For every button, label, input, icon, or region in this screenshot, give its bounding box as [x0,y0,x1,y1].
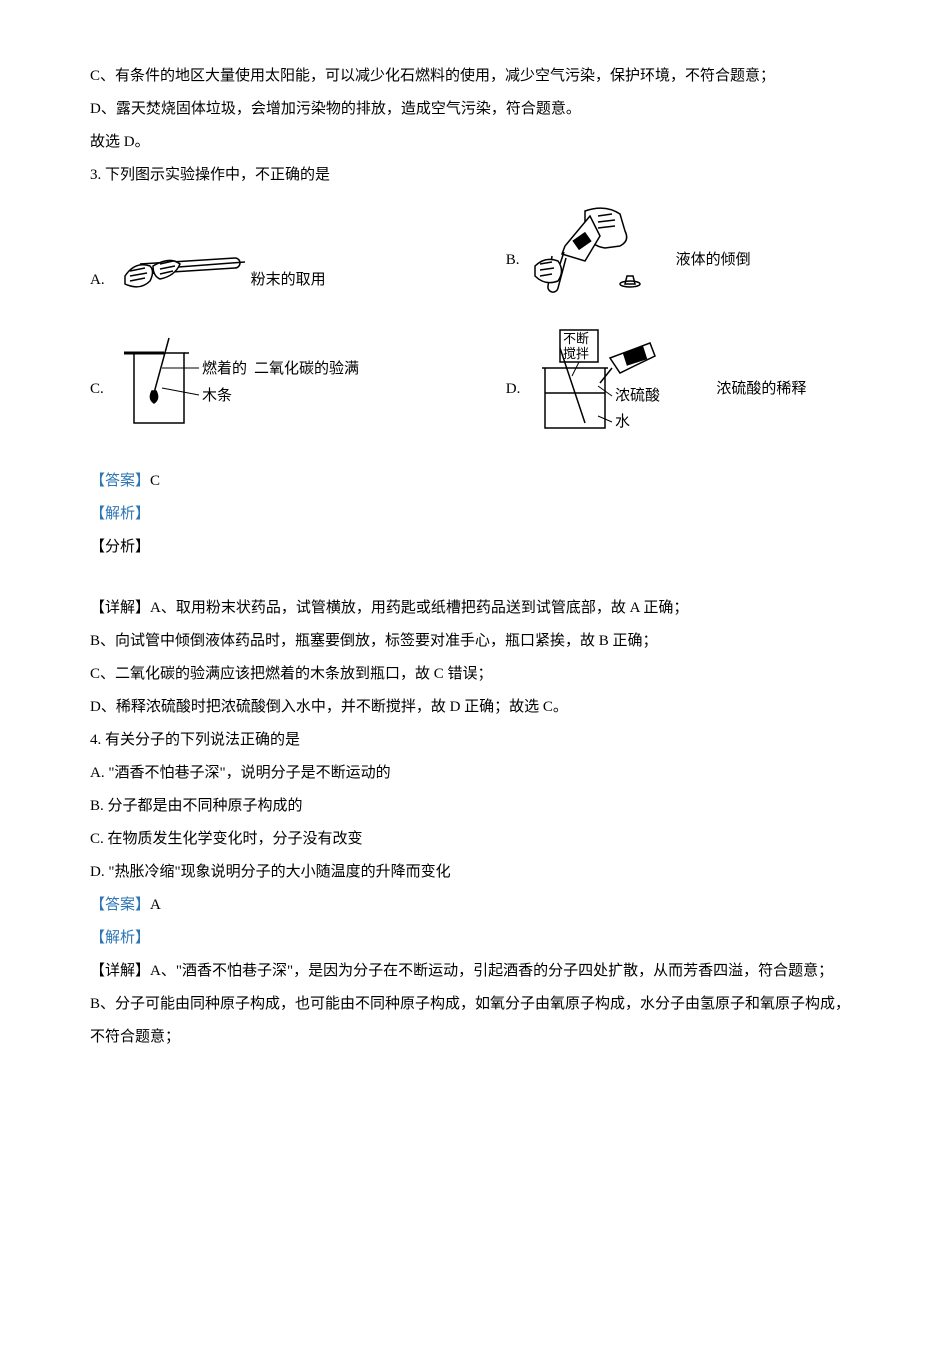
detail-label: 【详解】 [90,963,150,979]
q3-option-a: A. [90,246,506,314]
figure-b-icon [530,206,670,314]
svg-text:燃着的: 燃着的 [202,359,247,377]
svg-text:二氧化碳的验满: 二氧化碳的验满 [254,360,359,377]
q4-detail-a-text: A、"酒香不怕巷子深"，是因为分子在不断运动，引起酒香的分子四处扩散，从而芳香四… [150,963,833,979]
q3-option-d: D. [506,328,860,451]
q4-opt-b: B. 分子都是由不同种原子构成的 [90,790,860,823]
q4-opt-c: C. 在物质发生化学变化时，分子没有改变 [90,823,860,856]
option-letter-d: D. [506,373,521,406]
option-letter-b: B. [506,244,520,277]
q3-analysis-label: 【解析】 [90,498,860,531]
q3-section-label: 【分析】 [90,531,860,564]
q3-row2: C. [90,328,860,451]
q4-answer-value: A [150,897,161,913]
q3-detail-d: D、稀释浓硫酸时把浓硫酸倒入水中，并不断搅拌，故 D 正确；故选 C。 [90,691,860,724]
svg-text:水: 水 [615,413,630,430]
figure-b-caption: 液体的倾倒 [676,244,751,277]
figure-d-icon: 不断 搅拌 浓硫酸 水 [530,328,710,451]
q4-answer: 【答案】A [90,889,860,922]
q3-detail-c: C、二氧化碳的验满应该把燃着的木条放到瓶口，故 C 错误； [90,658,860,691]
svg-text:搅拌: 搅拌 [563,346,589,361]
q4-stem: 4. 有关分子的下列说法正确的是 [90,724,860,757]
q4-detail-a: 【详解】A、"酒香不怕巷子深"，是因为分子在不断运动，引起酒香的分子四处扩散，从… [90,955,860,988]
q3-option-b: B. [506,206,860,314]
q3-detail-a: 【详解】A、取用粉末状药品，试管横放，用药匙或纸槽把药品送到试管底部，故 A 正… [90,592,860,625]
svg-text:木条: 木条 [202,387,232,404]
svg-text:浓硫酸: 浓硫酸 [615,387,660,404]
figure-c-icon: 燃着的 二氧化碳的验满 木条 [114,333,414,446]
figure-d-caption: 浓硫酸的稀释 [716,373,806,406]
q3-option-c: C. [90,333,506,446]
figure-a-icon [115,246,245,314]
analysis-label: 【解析】 [90,930,150,946]
q2-opt-d: D、露天焚烧固体垃圾，会增加污染物的排放，造成空气污染，符合题意。 [90,93,860,126]
q3-answer: 【答案】C [90,465,860,498]
q3-detail-a-text: A、取用粉末状药品，试管横放，用药匙或纸槽把药品送到试管底部，故 A 正确； [150,600,688,616]
q3-stem: 3. 下列图示实验操作中，不正确的是 [90,159,860,192]
detail-label: 【详解】 [90,600,150,616]
analysis-label: 【解析】 [90,506,150,522]
option-letter-c: C. [90,373,104,406]
q3-answer-value: C [150,473,160,489]
q2-opt-c: C、有条件的地区大量使用太阳能，可以减少化石燃料的使用，减少空气污染，保护环境，… [90,60,860,93]
page: C、有条件的地区大量使用太阳能，可以减少化石燃料的使用，减少空气污染，保护环境，… [0,0,950,1114]
q3-detail-b: B、向试管中倾倒液体药品时，瓶塞要倒放，标签要对准手心，瓶口紧挨，故 B 正确； [90,625,860,658]
q2-conclusion: 故选 D。 [90,126,860,159]
q4-detail-b: B、分子可能由同种原子构成，也可能由不同种原子构成，如氧分子由氧原子构成，水分子… [90,988,860,1054]
figure-a-caption: 粉末的取用 [251,264,326,297]
answer-label: 【答案】 [90,473,150,489]
q4-analysis-label: 【解析】 [90,922,860,955]
answer-label: 【答案】 [90,897,150,913]
svg-text:不断: 不断 [563,331,589,346]
q4-opt-a: A. "酒香不怕巷子深"，说明分子是不断运动的 [90,757,860,790]
option-letter-a: A. [90,264,105,297]
q3-row1: A. [90,206,860,314]
q4-opt-d: D. "热胀冷缩"现象说明分子的大小随温度的升降而变化 [90,856,860,889]
